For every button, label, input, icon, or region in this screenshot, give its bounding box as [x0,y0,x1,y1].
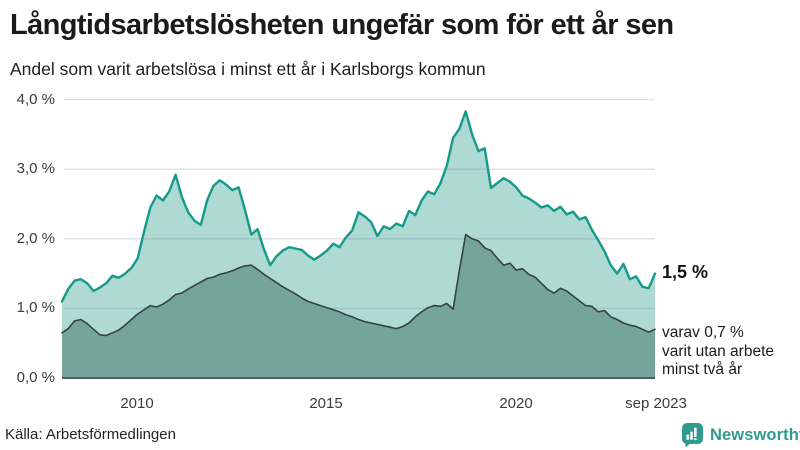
x-tick-sep2023: sep 2023 [625,395,687,412]
brand-name: Newsworthy [710,425,800,444]
x-tick-2020: 2020 [499,395,533,412]
y-tick-2: 2,0 % [16,229,55,247]
page-title: Långtidsarbetslösheten ungefär som för e… [10,9,674,41]
end-value-label: 1,5 % [662,262,709,282]
note-line-2: varit utan arbete [662,342,775,360]
y-tick-3: 3,0 % [16,160,55,178]
area-2yr-fill [62,234,655,378]
page-subtitle: Andel som varit arbetslösa i minst ett å… [10,59,486,79]
y-tick-1: 1,0 % [16,299,55,317]
newsworthy-brand: Newsworthy [681,422,800,448]
secondary-series-note: varav 0,7 % varit utan arbete minst två … [662,324,774,380]
source-credit: Källa: Arbetsförmedlingen [5,426,176,443]
x-tick-2010: 2010 [120,395,154,412]
newsworthy-logo-icon [682,423,703,448]
y-tick-0: 0,0 % [16,369,55,386]
line-1yr-stroke [60,110,657,303]
y-tick-4: 4,0 % [16,90,55,108]
note-line-1: varav 0,7 % [662,324,744,341]
note-line-3: minst två år [662,361,743,378]
line-2yr-stroke [61,233,656,337]
x-tick-2015: 2015 [309,395,343,412]
